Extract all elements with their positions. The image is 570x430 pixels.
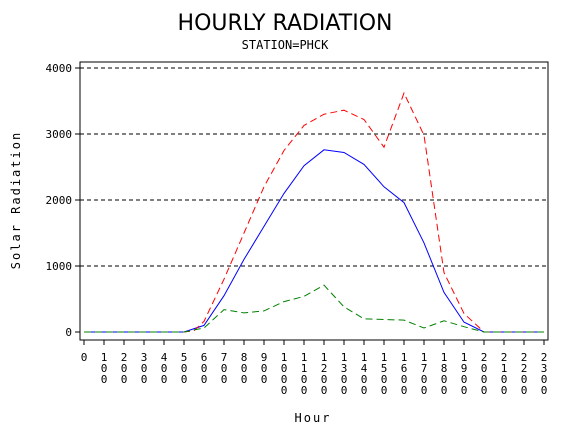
chart-title: HOURLY RADIATION [178,11,393,36]
y-axis-label: Solar Radiation [9,131,23,269]
series-line-2 [84,91,544,333]
series-lines [84,91,544,333]
y-tick-label-3000: 3000 [46,128,73,141]
chart-subtitle: STATION=PHCK [242,38,329,52]
x-axis-label: Hour [295,411,332,425]
tick-labels: 0 1000 2000 3000 4000 0 1 0 0 2 0 0 3 0 0 4 0 0 5 0 0 6 0 0 7 0 0 8… [46,62,548,397]
y-tick-label-2000: 2000 [46,194,73,207]
grid-lines [80,67,548,267]
x-tick-label-0: 0 [81,351,88,364]
axes [75,61,549,345]
plot-frame [79,61,549,341]
series-line-1 [84,149,544,333]
y-tick-label-1000: 1000 [46,260,73,273]
y-tick-label-4000: 4000 [46,62,73,75]
y-tick-label-0: 0 [65,326,72,339]
series-line-3 [84,284,544,333]
